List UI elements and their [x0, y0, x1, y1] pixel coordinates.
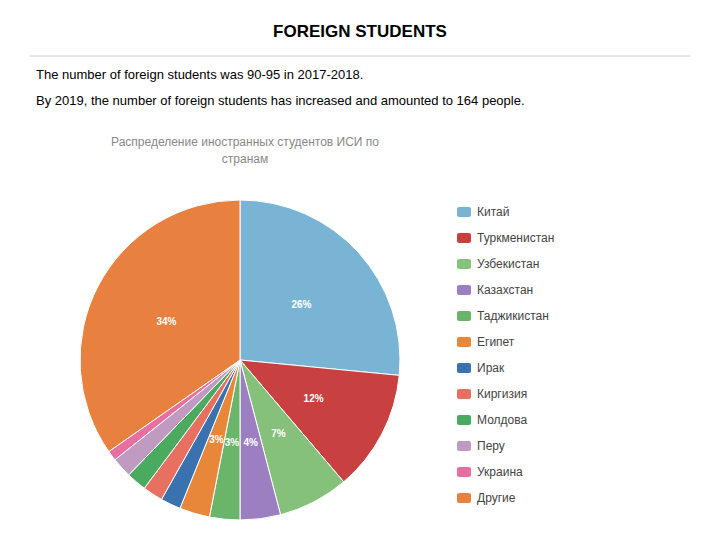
svg-text:Ирак: Ирак [477, 361, 505, 375]
svg-text:3%: 3% [225, 437, 240, 448]
svg-text:Туркменистан: Туркменистан [477, 231, 554, 245]
svg-text:26%: 26% [291, 299, 311, 310]
svg-text:FOREIGN STUDENTS: FOREIGN STUDENTS [273, 22, 447, 41]
svg-text:Узбекистан: Узбекистан [477, 257, 539, 271]
svg-text:Распределение иностранных студ: Распределение иностранных студентов ИСИ … [111, 135, 379, 149]
svg-text:Другие: Другие [477, 491, 516, 505]
svg-text:странам: странам [222, 152, 268, 166]
svg-text:34%: 34% [156, 316, 176, 327]
svg-text:Киргизия: Киргизия [477, 387, 527, 401]
svg-text:12%: 12% [304, 393, 324, 404]
svg-text:The number of foreign students: The number of foreign students was 90-95… [36, 67, 363, 82]
svg-text:Молдова: Молдова [477, 413, 527, 427]
svg-text:Египет: Египет [477, 335, 515, 349]
svg-text:By 2019, the number of foreign: By 2019, the number of foreign students … [36, 93, 525, 108]
svg-text:Таджикистан: Таджикистан [477, 309, 549, 323]
svg-text:Украина: Украина [477, 465, 523, 479]
svg-text:3%: 3% [209, 434, 224, 445]
svg-text:7%: 7% [271, 428, 286, 439]
svg-text:Казахстан: Казахстан [477, 283, 533, 297]
svg-text:Китай: Китай [477, 205, 509, 219]
svg-text:Перу: Перу [477, 439, 505, 453]
svg-text:4%: 4% [243, 437, 258, 448]
